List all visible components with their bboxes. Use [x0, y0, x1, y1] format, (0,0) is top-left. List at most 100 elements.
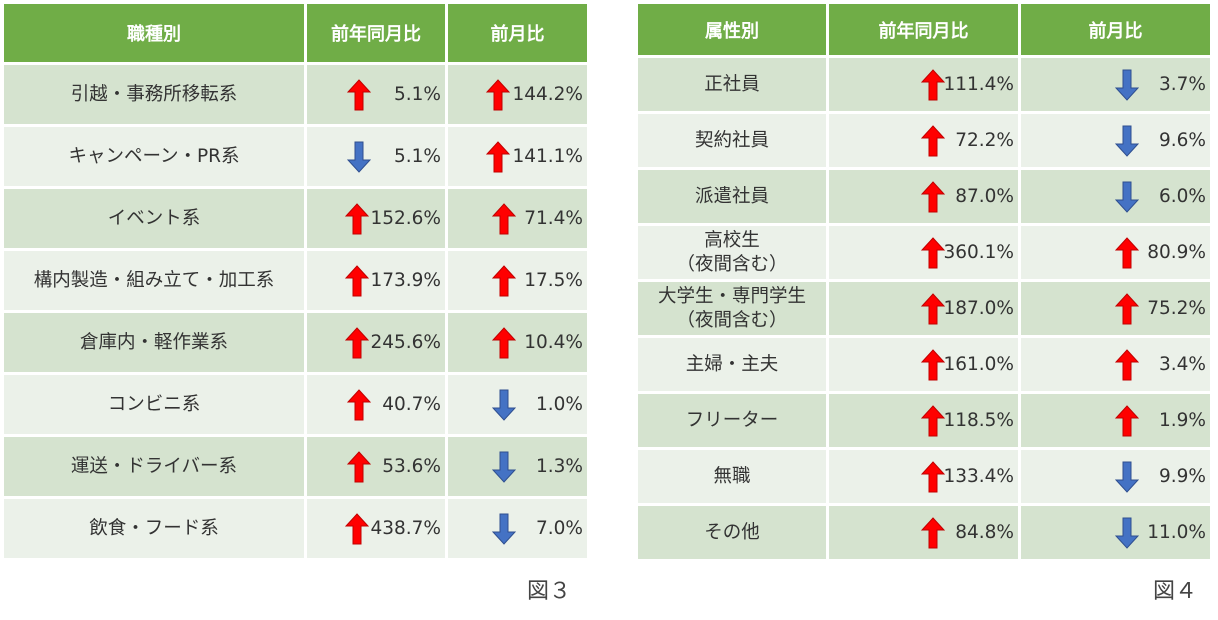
mom-value-cell: 3.4% [1021, 338, 1210, 391]
mom-value-cell: 6.0% [1021, 170, 1210, 223]
header-category: 職種別 [4, 4, 304, 62]
yoy-value-cell: 360.1% [829, 226, 1018, 279]
yoy-value: 360.1% [943, 242, 1014, 263]
category-label: イベント系 [4, 189, 304, 248]
arrow-down-icon [492, 389, 516, 421]
yoy-value: 53.6% [382, 456, 441, 477]
yoy-value-cell: 111.4% [829, 58, 1018, 111]
table-attribute: 属性別 前年同月比 前月比 正社員 111.4% 3.7% 契約社員 72.2% 9.6%… [638, 4, 1210, 559]
mom-value: 1.9% [1159, 410, 1206, 431]
yoy-value: 5.1% [394, 146, 441, 167]
yoy-value: 152.6% [370, 208, 441, 229]
yoy-value-cell: 72.2% [829, 114, 1018, 167]
mom-value: 17.5% [524, 270, 583, 291]
arrow-up-icon [492, 264, 516, 297]
mom-value-cell: 1.9% [1021, 394, 1210, 447]
arrow-up-icon [921, 68, 945, 101]
yoy-value: 133.4% [943, 466, 1014, 487]
mom-value-cell: 9.9% [1021, 450, 1210, 503]
yoy-value: 40.7% [382, 394, 441, 415]
mom-value: 75.2% [1147, 298, 1206, 319]
mom-value: 3.7% [1159, 74, 1206, 95]
mom-value-cell: 1.3% [448, 437, 587, 496]
yoy-value: 72.2% [955, 130, 1014, 151]
mom-value: 144.2% [512, 84, 583, 105]
yoy-value-cell: 84.8% [829, 506, 1018, 559]
table-job-type: 職種別 前年同月比 前月比 引越・事務所移転系 5.1% 144.2% キャンペーン・… [4, 4, 587, 558]
yoy-value-cell: 161.0% [829, 338, 1018, 391]
arrow-down-icon [1115, 181, 1139, 213]
yoy-value-cell: 133.4% [829, 450, 1018, 503]
yoy-value-cell: 438.7% [307, 499, 445, 558]
mom-value: 9.6% [1159, 130, 1206, 151]
yoy-value-cell: 173.9% [307, 251, 445, 310]
arrow-up-icon [492, 202, 516, 235]
arrow-up-icon [347, 388, 371, 421]
arrow-up-icon [345, 326, 369, 359]
mom-value-cell: 3.7% [1021, 58, 1210, 111]
mom-value: 10.4% [524, 332, 583, 353]
arrow-up-icon [1115, 348, 1139, 381]
yoy-value-cell: 5.1% [307, 127, 445, 186]
mom-value-cell: 11.0% [1021, 506, 1210, 559]
category-label: 倉庫内・軽作業系 [4, 313, 304, 372]
arrow-down-icon [1115, 461, 1139, 493]
arrow-up-icon [345, 202, 369, 235]
mom-value-cell: 10.4% [448, 313, 587, 372]
arrow-up-icon [921, 348, 945, 381]
category-label: 無職 [638, 450, 826, 503]
header-yoy: 前年同月比 [829, 4, 1018, 55]
header-category: 属性別 [638, 4, 826, 55]
mom-value: 6.0% [1159, 186, 1206, 207]
category-label: 主婦・主夫 [638, 338, 826, 391]
arrow-up-icon [486, 78, 510, 111]
yoy-value-cell: 87.0% [829, 170, 1018, 223]
arrow-down-icon [1115, 125, 1139, 157]
header-mom: 前月比 [448, 4, 587, 62]
category-label: その他 [638, 506, 826, 559]
arrow-up-icon [921, 404, 945, 437]
category-label: 高校生 （夜間含む） [638, 226, 826, 279]
category-label: 構内製造・組み立て・加工系 [4, 251, 304, 310]
mom-value-cell: 17.5% [448, 251, 587, 310]
category-label: 契約社員 [638, 114, 826, 167]
mom-value: 1.3% [536, 456, 583, 477]
arrow-up-icon [1115, 236, 1139, 269]
header-yoy: 前年同月比 [307, 4, 445, 62]
yoy-value: 84.8% [955, 522, 1014, 543]
yoy-value-cell: 187.0% [829, 282, 1018, 335]
yoy-value: 173.9% [370, 270, 441, 291]
category-label: 飲食・フード系 [4, 499, 304, 558]
mom-value: 71.4% [524, 208, 583, 229]
category-label: 運送・ドライバー系 [4, 437, 304, 496]
category-label: 引越・事務所移転系 [4, 65, 304, 124]
arrow-down-icon [492, 513, 516, 545]
mom-value-cell: 141.1% [448, 127, 587, 186]
figure-caption-4: 図４ [1153, 579, 1198, 604]
yoy-value-cell: 245.6% [307, 313, 445, 372]
yoy-value-cell: 5.1% [307, 65, 445, 124]
mom-value-cell: 1.0% [448, 375, 587, 434]
mom-value-cell: 9.6% [1021, 114, 1210, 167]
arrow-up-icon [1115, 404, 1139, 437]
arrow-up-icon [1115, 292, 1139, 325]
category-label: フリーター [638, 394, 826, 447]
arrow-down-icon [1115, 69, 1139, 101]
mom-value-cell: 7.0% [448, 499, 587, 558]
yoy-value: 187.0% [943, 298, 1014, 319]
arrow-up-icon [492, 326, 516, 359]
category-label: 大学生・専門学生 （夜間含む） [638, 282, 826, 335]
mom-value: 9.9% [1159, 466, 1206, 487]
arrow-down-icon [492, 451, 516, 483]
arrow-up-icon [345, 264, 369, 297]
arrow-up-icon [347, 78, 371, 111]
mom-value: 11.0% [1147, 522, 1206, 543]
mom-value-cell: 144.2% [448, 65, 587, 124]
arrow-down-icon [1115, 517, 1139, 549]
yoy-value-cell: 40.7% [307, 375, 445, 434]
arrow-down-icon [347, 141, 371, 173]
arrow-up-icon [921, 180, 945, 213]
arrow-up-icon [921, 460, 945, 493]
header-mom: 前月比 [1021, 4, 1210, 55]
arrow-up-icon [486, 140, 510, 173]
